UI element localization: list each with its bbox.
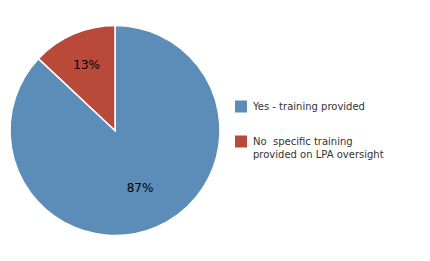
pie: 87% 13% xyxy=(10,26,220,236)
legend-label-line: provided on LPA oversight xyxy=(253,149,384,160)
legend-swatch xyxy=(235,136,247,148)
legend-swatch xyxy=(235,101,247,113)
legend-item: Yes - training provided xyxy=(235,101,365,113)
legend-label-line: No specific training xyxy=(253,136,353,147)
legend-label-line: Yes - training provided xyxy=(252,101,365,112)
data-label: 87% xyxy=(127,181,154,195)
legend-item: No specific training provided on LPA over… xyxy=(235,136,384,161)
legend: Yes - training provided No specific train… xyxy=(235,101,384,161)
legend-label: Yes - training provided xyxy=(252,101,365,112)
slice xyxy=(38,26,115,131)
slice xyxy=(10,26,220,236)
legend-label: No specific training provided on LPA over… xyxy=(253,136,384,160)
data-label: 13% xyxy=(73,58,100,72)
chart: 87% 13% Yes - training provided No specific… xyxy=(0,0,430,261)
